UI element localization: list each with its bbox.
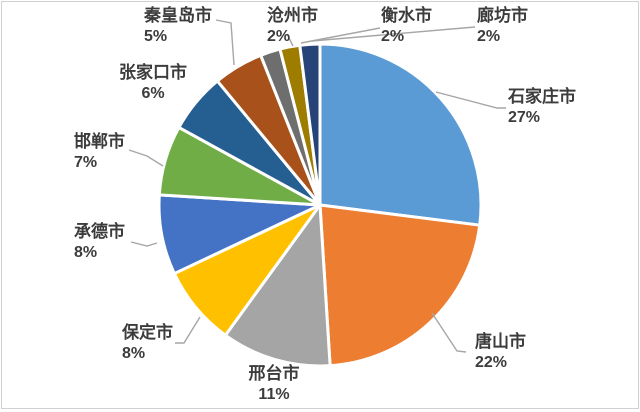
slice-label-xingtai: 邢台市 11% <box>245 363 303 405</box>
slice-label-value: 8% <box>74 244 98 261</box>
pie-slice-xingtai <box>223 203 332 368</box>
slice-label-tangshan: 唐山市 22% <box>475 331 526 373</box>
slice-label-qinhuangdao: 秦皇岛市 5% <box>144 5 212 47</box>
slice-label-value: 2% <box>477 28 501 45</box>
pie-slice-tangshan <box>318 203 482 368</box>
slice-label-value: 27% <box>508 109 541 126</box>
leader-line-shijiazhuang <box>435 91 506 109</box>
leader-line-langfang <box>311 26 476 42</box>
slice-label-name: 承德市 <box>74 222 125 241</box>
slice-label-value: 6% <box>141 85 165 102</box>
pie-slice-langfang <box>298 42 322 207</box>
slice-label-name: 秦皇岛市 <box>144 6 212 25</box>
slice-label-value: 11% <box>258 386 290 403</box>
pie-slice-shijiazhuang <box>318 42 483 227</box>
slice-label-name: 邯郸市 <box>74 132 125 151</box>
slice-label-cangzhou: 沧州市 2% <box>267 5 318 47</box>
leader-line-qinhuangdao <box>215 19 235 66</box>
slice-label-shijiazhuang: 石家庄市 27% <box>508 86 576 128</box>
slice-label-name: 石家庄市 <box>508 87 576 106</box>
slice-label-zhangjiakou: 张家口市 6% <box>115 62 191 104</box>
slice-label-value: 8% <box>122 345 146 362</box>
slice-label-value: 7% <box>74 154 98 171</box>
slice-label-hengshui: 衡水市 2% <box>381 5 432 47</box>
slice-label-name: 唐山市 <box>475 332 526 351</box>
slice-label-value: 2% <box>267 28 291 45</box>
slice-label-name: 邢台市 <box>248 364 300 383</box>
leader-line-handan <box>128 149 164 167</box>
slice-label-langfang: 廊坊市 2% <box>477 5 528 47</box>
slice-label-value: 5% <box>144 28 168 45</box>
slice-label-name: 廊坊市 <box>477 6 528 25</box>
leader-line-baoding <box>175 316 201 344</box>
slice-label-baoding: 保定市 8% <box>122 322 173 364</box>
leader-line-cangzhou <box>286 33 294 47</box>
leader-line-chengde <box>130 241 158 247</box>
slice-label-name: 沧州市 <box>267 6 318 25</box>
slice-label-name: 保定市 <box>122 323 173 342</box>
slice-label-name: 衡水市 <box>381 6 432 25</box>
slice-label-value: 22% <box>475 354 508 371</box>
slice-label-name: 张家口市 <box>119 63 187 82</box>
slice-label-chengde: 承德市 8% <box>74 221 125 263</box>
slice-label-value: 2% <box>381 28 405 45</box>
slice-label-handan: 邯郸市 7% <box>74 131 125 173</box>
leader-line-tangshan <box>431 312 467 353</box>
